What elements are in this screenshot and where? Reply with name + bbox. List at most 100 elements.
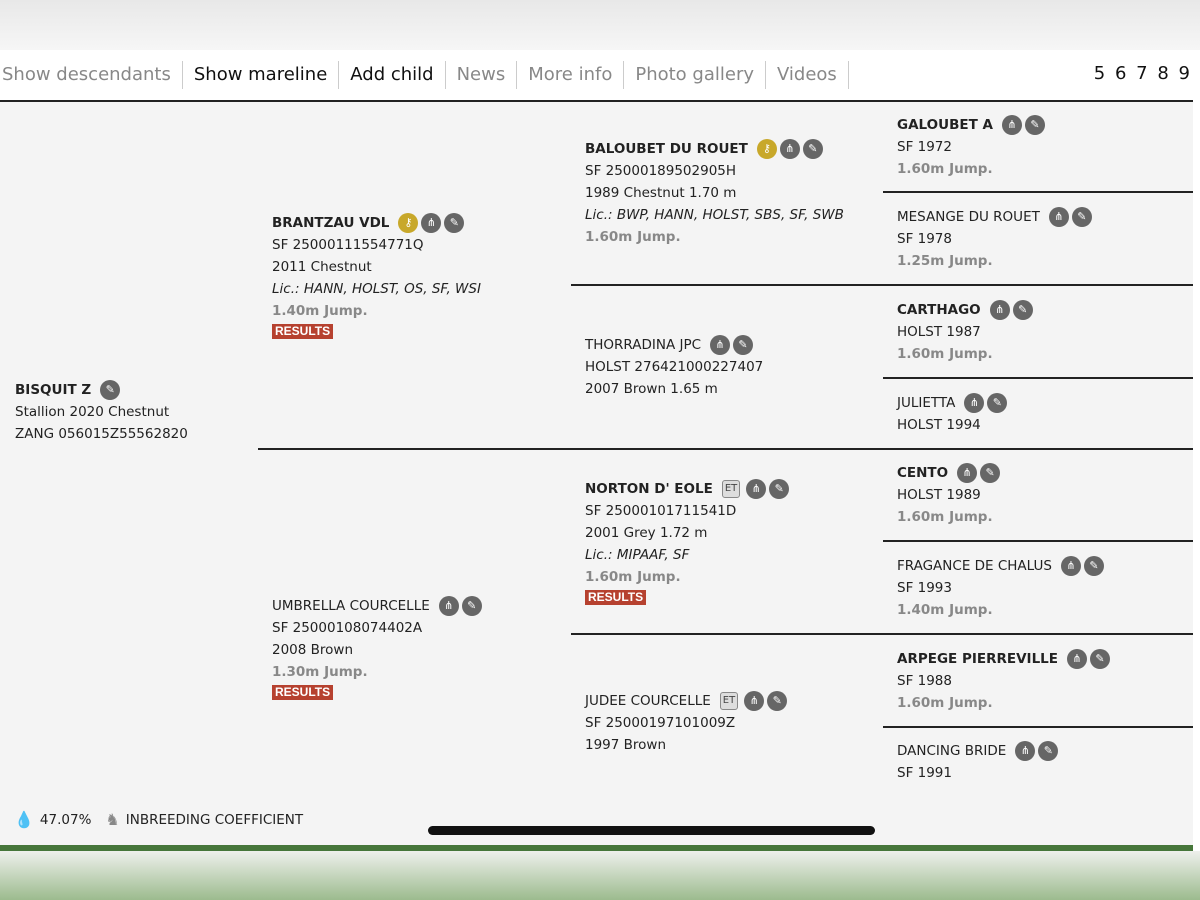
horse-dss: CENTO ⋔ ✎ HOLST 1989 1.60m Jump. [897, 450, 1192, 540]
edit-icon[interactable]: ✎ [444, 212, 465, 233]
et-badge: ET [719, 691, 739, 710]
pedigree-icon[interactable]: ⋔ [1048, 206, 1069, 227]
et-badge: ET [721, 480, 741, 498]
horse-jump: 1.60m Jump. [897, 509, 993, 525]
nav-add-child[interactable]: Add child [339, 61, 446, 89]
divider [258, 448, 1193, 450]
inbreeding-footer: 💧 47.07% ♞ INBREEDING COEFFICIENT [14, 810, 303, 829]
pedigree-icon[interactable]: ⋔ [421, 212, 442, 233]
horse-dam-dam: JUDEE COURCELLE ET ⋔ ✎ SF 25000197101009Z 1… [585, 635, 880, 810]
pedigree-icon[interactable]: ⋔ [744, 690, 765, 711]
pedigree-nav: Show descendants Show mareline Add child… [0, 50, 1200, 100]
horse-jump: 1.25m Jump. [897, 252, 993, 269]
edit-icon[interactable]: ✎ [1038, 741, 1059, 761]
horse-sire: BRANTZAU VDL ⚷ ⋔ ✎ SF 25000111554771Q 2011 … [272, 102, 567, 448]
horse-info: SF 1993 [897, 579, 952, 596]
horse-jump: 1.40m Jump. [272, 302, 368, 319]
horse-info: HOLST 1987 [897, 323, 981, 340]
edit-icon[interactable]: ✎ [100, 380, 121, 400]
horse-info: 1989 Chestnut 1.70 m [585, 185, 737, 201]
pedigree-icon[interactable]: ⋔ [989, 299, 1010, 320]
horizontal-scrollbar[interactable] [428, 826, 875, 835]
edit-icon[interactable]: ✎ [1024, 114, 1045, 135]
horse-info: SF 1972 [897, 138, 952, 155]
generation-selector: 5 6 7 8 9 [1094, 63, 1192, 84]
pedigree-icon[interactable]: ⋔ [1060, 555, 1081, 576]
pedigree-icon[interactable]: ⋔ [1001, 114, 1022, 135]
horse-name[interactable]: JUDEE COURCELLE [585, 692, 711, 709]
edit-icon[interactable]: ✎ [802, 139, 823, 159]
horse-ssd: MESANGE DU ROUET ⋔ ✎ SF 1978 1.25m Jump. [897, 193, 1192, 284]
horse-name[interactable]: ARPEGE PIERREVILLE [897, 650, 1059, 667]
horse-name[interactable]: GALOUBET A [897, 116, 993, 133]
horse-name[interactable]: BISQUIT Z [15, 382, 92, 398]
horse-name[interactable]: NORTON D' EOLE [585, 481, 713, 497]
pedigree-icon[interactable]: ⋔ [957, 463, 978, 483]
edit-icon[interactable]: ✎ [767, 690, 788, 711]
horse-name[interactable]: JULIETTA [897, 394, 956, 411]
edit-icon[interactable]: ✎ [1083, 555, 1104, 576]
edit-icon[interactable]: ✎ [1090, 648, 1111, 669]
horse-reg: ZANG 056015Z55562820 [15, 426, 188, 442]
horse-info: 2008 Brown [272, 642, 354, 658]
horse-jump: 1.60m Jump. [585, 229, 681, 245]
horse-info: SF 1991 [897, 765, 952, 781]
edit-icon[interactable]: ✎ [987, 392, 1008, 413]
gen-7[interactable]: 7 [1136, 63, 1150, 84]
horse-info: 2001 Grey 1.72 m [585, 525, 708, 541]
key-icon[interactable]: ⚷ [398, 212, 419, 233]
results-button[interactable]: RESULTS [272, 323, 334, 339]
divider [883, 377, 1193, 379]
horse-name[interactable]: UMBRELLA COURCELLE [272, 598, 430, 614]
horse-name[interactable]: CENTO [897, 465, 949, 481]
divider [883, 540, 1193, 542]
inbreeding-label[interactable]: INBREEDING COEFFICIENT [125, 811, 304, 828]
key-icon[interactable]: ⚷ [756, 139, 777, 159]
edit-icon[interactable]: ✎ [769, 479, 790, 499]
pedigree-icon[interactable]: ⋔ [438, 596, 459, 616]
pedigree-icon[interactable]: ⋔ [1015, 741, 1036, 761]
pedigree-icon[interactable]: ⋔ [746, 479, 767, 499]
results-button[interactable]: RESULTS [585, 590, 647, 605]
horse-info: HOLST 1994 [897, 416, 981, 433]
nav-more-info[interactable]: More info [517, 61, 625, 89]
horse-reg: SF 25000189502905H [585, 163, 737, 179]
horse-jump: 1.60m Jump. [585, 569, 681, 585]
pedigree-icon[interactable]: ⋔ [1067, 648, 1088, 669]
gen-6[interactable]: 6 [1114, 63, 1129, 84]
horse-licences: Lic.: HANN, HOLST, OS, SF, WSI [272, 280, 481, 297]
horse-name[interactable]: DANCING BRIDE [897, 743, 1007, 759]
horse-name[interactable]: MESANGE DU ROUET [897, 208, 1040, 225]
edit-icon[interactable]: ✎ [980, 463, 1001, 483]
horse-jump: 1.60m Jump. [897, 160, 993, 177]
horse-jump: 1.60m Jump. [897, 345, 993, 362]
horse-info: 2011 Chestnut [272, 258, 372, 275]
nav-show-descendants[interactable]: Show descendants [0, 61, 183, 89]
horse-sire-sire: BALOUBET DU ROUET ⚷ ⋔ ✎ SF 25000189502905H … [585, 102, 880, 284]
gen-8[interactable]: 8 [1157, 63, 1171, 84]
edit-icon[interactable]: ✎ [1012, 299, 1033, 320]
edit-icon[interactable]: ✎ [461, 596, 482, 616]
pedigree-icon[interactable]: ⋔ [964, 392, 985, 413]
nav-videos[interactable]: Videos [766, 61, 849, 89]
blurred-header [0, 0, 1200, 50]
horse-name[interactable]: BRANTZAU VDL [272, 214, 390, 231]
horse-name[interactable]: FRAGANCE DE CHALUS [897, 557, 1052, 574]
nav-news[interactable]: News [446, 61, 518, 89]
horse-name[interactable]: THORRADINA JPC [585, 337, 702, 353]
pedigree-icon[interactable]: ⋔ [710, 335, 731, 355]
edit-icon[interactable]: ✎ [1071, 206, 1092, 227]
horse-name[interactable]: CARTHAGO [897, 301, 981, 318]
horse-name[interactable]: BALOUBET DU ROUET [585, 141, 748, 157]
horse-reg: SF 25000111554771Q [272, 236, 424, 253]
edit-icon[interactable]: ✎ [733, 335, 754, 355]
horse-dam-sire: NORTON D' EOLE ET ⋔ ✎ SF 25000101711541D 20… [585, 450, 880, 633]
horse-dds: ARPEGE PIERREVILLE ⋔ ✎ SF 1988 1.60m Jump. [897, 635, 1192, 726]
gen-5[interactable]: 5 [1093, 63, 1108, 84]
results-button[interactable]: RESULTS [272, 685, 334, 700]
pedigree-icon[interactable]: ⋔ [779, 139, 800, 159]
nav-photo-gallery[interactable]: Photo gallery [624, 61, 766, 89]
horse-jump: 1.30m Jump. [272, 664, 368, 680]
gen-9[interactable]: 9 [1178, 63, 1192, 84]
nav-show-mareline[interactable]: Show mareline [183, 61, 340, 89]
